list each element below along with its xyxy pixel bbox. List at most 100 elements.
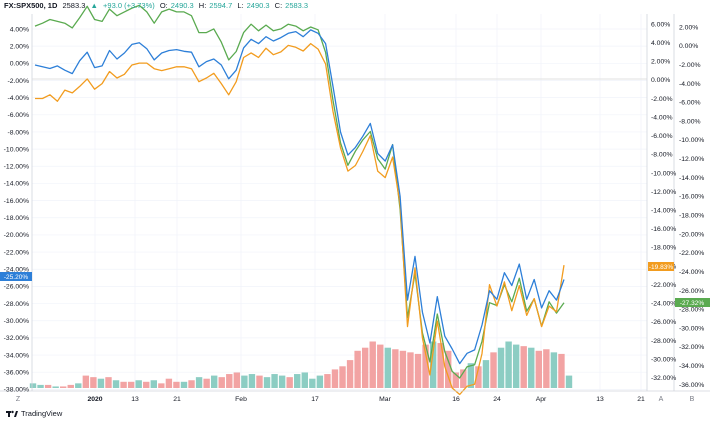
left-price-axis[interactable]: 4.00% 2.00% 0.00% -2.00% -4.00% -6.00% -8.00% -… xyxy=(4,26,29,393)
high-label: H: xyxy=(198,1,207,10)
green-series-line[interactable] xyxy=(34,4,565,379)
volume-bar xyxy=(520,346,527,388)
right-axis-b-tick: -12.00% xyxy=(679,156,704,163)
left-axis-tick: -32.00% xyxy=(4,335,29,342)
symbol-name[interactable]: FX:SPX500, 1D xyxy=(4,1,58,10)
time-axis-tick: 24 xyxy=(493,396,501,403)
volume-bar xyxy=(173,381,180,388)
right-axis-b-tick: -6.00% xyxy=(679,100,701,107)
time-axis-tick: 13 xyxy=(596,396,604,403)
left-axis-tick: -10.00% xyxy=(4,146,29,153)
volume-bar xyxy=(44,384,52,388)
time-axis-tick: Mar xyxy=(379,396,391,403)
right-axis-b-tick: -34.00% xyxy=(679,363,704,370)
volume-bar xyxy=(241,375,248,388)
right-axis-b-button[interactable]: B xyxy=(689,396,695,403)
volume-bar xyxy=(550,352,558,388)
right-axis-b-tick: -36.00% xyxy=(679,382,704,389)
right-price-axis-b[interactable]: 2.00% 0.00% -2.00% -4.00% -6.00% -8.00% -10.00… xyxy=(679,24,704,389)
volume-bar xyxy=(52,386,59,388)
right-axis-b-tick: -8.00% xyxy=(679,118,701,125)
left-axis-tick: 4.00% xyxy=(10,26,29,33)
open-value: 2490.3 xyxy=(170,1,194,10)
volume-bar xyxy=(399,350,407,388)
left-axis-tick: -2.00% xyxy=(7,78,29,85)
time-axis-tick: 21 xyxy=(637,396,645,403)
left-axis-tick: 2.00% xyxy=(10,43,29,50)
left-axis-tick: -38.00% xyxy=(4,387,29,394)
volume-bar xyxy=(271,374,278,388)
right-axis-a-tick: -2.00% xyxy=(651,96,673,103)
right-axis-b-tick: -28.00% xyxy=(679,307,704,314)
volume-bar xyxy=(127,381,135,388)
left-axis-z-button[interactable]: Z xyxy=(15,396,21,403)
volume-bar xyxy=(535,350,543,388)
left-axis-tick: -20.00% xyxy=(4,232,29,239)
volume-bar xyxy=(543,349,550,388)
orange-series-line[interactable] xyxy=(35,42,565,396)
volume-bar xyxy=(67,384,74,388)
left-axis-tick: -30.00% xyxy=(4,318,29,325)
volume-bar xyxy=(505,341,512,388)
left-axis-tick: -34.00% xyxy=(4,352,29,359)
left-axis-tick: -22.00% xyxy=(4,249,29,256)
volume-bar xyxy=(180,381,188,388)
volume-bar xyxy=(414,353,422,388)
volume-bar xyxy=(482,360,490,388)
open-label: O: xyxy=(159,1,168,10)
volume-bar xyxy=(143,381,150,388)
right-axis-b-tick: -24.00% xyxy=(679,269,704,276)
right-axis-a-tick: 0.00% xyxy=(651,77,670,84)
low-value: 2490.3 xyxy=(246,1,270,10)
time-axis-tick: 21 xyxy=(173,396,181,403)
volume-bar xyxy=(460,369,467,388)
right-axis-a-button[interactable]: A xyxy=(658,396,664,403)
left-axis-tick: -26.00% xyxy=(4,284,29,291)
time-axis-tick: 16 xyxy=(452,396,460,403)
volume-bar xyxy=(377,344,384,388)
volume-bar xyxy=(278,375,286,388)
tradingview-logo[interactable]: TradingView xyxy=(6,409,62,418)
volume-bar xyxy=(467,363,475,388)
right-axis-a-tick: -14.00% xyxy=(651,208,676,215)
left-axis-tick: -4.00% xyxy=(7,95,29,102)
volume-bar xyxy=(309,378,316,388)
svg-text:-27.32%: -27.32% xyxy=(680,300,704,307)
volume-bar xyxy=(422,344,429,388)
volume-bar xyxy=(346,360,354,388)
right-axis-b-tick: -20.00% xyxy=(679,231,704,238)
volume-bar xyxy=(407,352,414,388)
right-axis-b-tick: -32.00% xyxy=(679,344,704,351)
volume-bar xyxy=(195,377,203,388)
volume-bar xyxy=(120,381,127,388)
right-axis-a-tick: -4.00% xyxy=(651,114,673,121)
volume-bar xyxy=(105,377,112,388)
right-value-badge-green: -27.32% xyxy=(675,298,710,307)
right-axis-b-tick: 2.00% xyxy=(679,24,698,31)
right-axis-a-tick: 2.00% xyxy=(651,59,670,66)
right-axis-b-tick: -2.00% xyxy=(679,62,701,69)
high-value: 2594.7 xyxy=(209,1,233,10)
volume-bar xyxy=(226,374,233,388)
volume-bar xyxy=(135,380,142,388)
volume-bar xyxy=(512,344,520,388)
time-axis[interactable]: 2020 13 21 Feb 17 Mar 16 24 Apr 13 21 xyxy=(87,396,645,403)
comparison-lines xyxy=(34,4,565,396)
volume-bar xyxy=(203,378,210,388)
right-price-axis-a[interactable]: 6.00% 4.00% 2.00% 0.00% -2.00% -4.00% -6.00% -8… xyxy=(651,21,676,382)
volume-bar xyxy=(354,350,361,388)
right-axis-a-tick: -18.00% xyxy=(651,245,676,252)
right-axis-b-tick: -10.00% xyxy=(679,137,704,144)
blue-series-line[interactable] xyxy=(34,29,565,365)
time-axis-tick: Apr xyxy=(536,396,547,403)
time-axis-tick: 17 xyxy=(311,396,319,403)
volume-bar xyxy=(218,377,225,388)
volume-bar xyxy=(59,386,67,388)
price-change: +93.0 (+3.73%) xyxy=(103,1,155,10)
left-axis-tick: -18.00% xyxy=(4,215,29,222)
volume-bar xyxy=(384,347,392,388)
volume-bar xyxy=(97,378,105,388)
right-value-badge-orange: -19.83% xyxy=(648,262,674,271)
right-axis-a-tick: 4.00% xyxy=(651,40,670,47)
